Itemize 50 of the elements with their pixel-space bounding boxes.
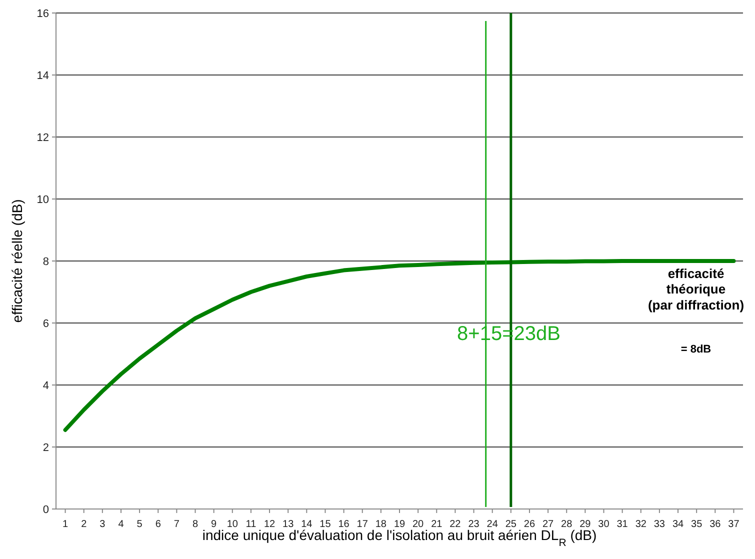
- x-tick-label: 4: [118, 519, 124, 530]
- y-tick-label: 10: [36, 194, 49, 206]
- x-tick-label: 20: [412, 519, 424, 530]
- x-tick-label: 6: [155, 519, 162, 530]
- x-tick-label: 36: [710, 519, 722, 530]
- x-tick-label: 17: [356, 519, 368, 530]
- x-tick-label: 25: [505, 519, 517, 530]
- x-tick-label: 3: [100, 519, 106, 530]
- y-tick-label: 4: [42, 380, 49, 392]
- x-tick-label: 22: [450, 519, 462, 530]
- x-tick-label: 2: [81, 519, 88, 530]
- y-tick-label: 16: [36, 8, 49, 20]
- x-tick-label: 23: [468, 519, 480, 530]
- x-tick-label: 15: [320, 519, 332, 530]
- x-tick-label: 10: [226, 519, 238, 530]
- annotation: efficacité théorique (par diffraction): [648, 266, 744, 312]
- x-tick-label: 28: [561, 519, 573, 530]
- x-tick-label: 21: [431, 519, 443, 530]
- x-tick-label: 18: [375, 519, 387, 530]
- x-tick-label: 34: [672, 519, 684, 530]
- y-axis-title: efficacité réelle (dB): [9, 199, 25, 323]
- y-tick-label: 8: [42, 256, 49, 268]
- x-tick-label: 7: [174, 519, 180, 530]
- x-tick-label: 8: [192, 519, 198, 530]
- x-tick-label: 37: [728, 519, 740, 530]
- x-tick-label: 27: [542, 519, 554, 530]
- y-tick-label: 2: [42, 442, 49, 454]
- annotation: = 8dB: [680, 343, 712, 356]
- x-tick-label: 30: [598, 519, 610, 530]
- x-tick-label: 29: [580, 519, 592, 530]
- x-tick-label: 31: [616, 519, 628, 530]
- x-tick-label: 24: [486, 519, 498, 530]
- x-tick-label: 35: [691, 519, 703, 530]
- x-tick-label: 13: [282, 519, 294, 530]
- x-tick-label: 11: [246, 519, 257, 530]
- x-tick-label: 32: [635, 519, 647, 530]
- y-tick-label: 12: [36, 132, 49, 144]
- y-tick-label: 6: [42, 318, 49, 330]
- x-tick-label: 5: [136, 519, 143, 530]
- x-tick-label: 12: [264, 519, 276, 530]
- x-tick-label: 33: [654, 519, 666, 530]
- x-tick-label: 1: [62, 519, 69, 530]
- x-tick-label: 26: [524, 519, 536, 530]
- x-axis-title: indice unique d'évaluation de l'isolation au bruit aérien DL$_{R}$ (dB): [202, 527, 597, 549]
- x-tick-label: 16: [338, 519, 350, 530]
- y-tick-label: 14: [36, 70, 49, 82]
- x-tick-label: 9: [211, 519, 218, 530]
- x-tick-label: 14: [301, 519, 313, 530]
- x-tick-label: 19: [394, 519, 406, 530]
- y-tick-label: 0: [42, 504, 49, 516]
